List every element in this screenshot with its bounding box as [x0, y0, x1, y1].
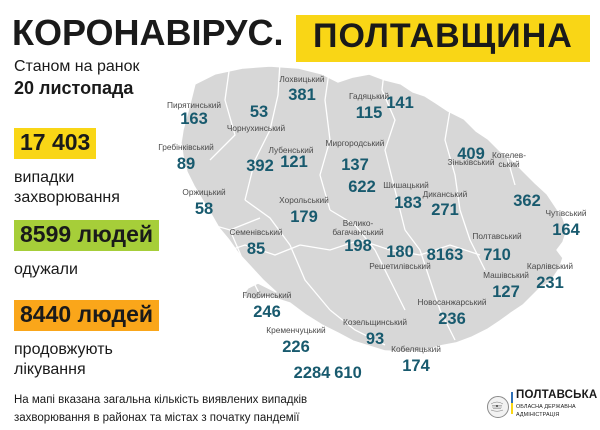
svg-text:610: 610	[334, 364, 362, 382]
svg-text:164: 164	[552, 221, 580, 239]
svg-text:179: 179	[290, 208, 318, 226]
svg-text:Гребінківський: Гребінківський	[158, 142, 214, 152]
svg-text:Полтавський: Полтавський	[472, 231, 522, 241]
svg-text:409: 409	[457, 145, 485, 163]
svg-text:Кобеляцький: Кобеляцький	[391, 344, 441, 354]
svg-text:362: 362	[513, 192, 541, 210]
svg-text:Козельщинський: Козельщинський	[343, 317, 407, 327]
svg-text:Машівський: Машівський	[483, 270, 529, 280]
svg-text:236: 236	[438, 310, 466, 328]
svg-text:8163: 8163	[427, 246, 464, 264]
svg-text:Семенівський: Семенівський	[229, 227, 282, 237]
svg-text:Чутівський: Чутівський	[545, 208, 586, 218]
svg-text:Кременчуцький: Кременчуцький	[266, 325, 326, 335]
svg-text:141: 141	[386, 94, 414, 112]
svg-text:89: 89	[177, 155, 195, 173]
svg-text:198: 198	[344, 237, 372, 255]
svg-text:93: 93	[366, 330, 384, 348]
svg-text:Миргородський: Миргородський	[326, 138, 385, 148]
svg-text:137: 137	[341, 156, 369, 174]
svg-text:Диканський: Диканський	[423, 189, 468, 199]
svg-text:2284: 2284	[294, 364, 332, 382]
svg-text:85: 85	[247, 240, 265, 258]
svg-text:ський: ський	[498, 159, 520, 169]
svg-text:53: 53	[250, 103, 268, 121]
svg-text:622: 622	[348, 178, 376, 196]
svg-text:246: 246	[253, 303, 281, 321]
svg-text:Лохвицький: Лохвицький	[279, 74, 324, 84]
svg-text:Гадяцький: Гадяцький	[349, 91, 389, 101]
svg-text:Пирятинський: Пирятинський	[167, 100, 221, 110]
svg-text:Карлівський: Карлівський	[527, 261, 574, 271]
svg-text:121: 121	[280, 153, 308, 171]
svg-text:Новосанжарський: Новосанжарський	[417, 297, 486, 307]
svg-text:226: 226	[282, 338, 310, 356]
svg-text:381: 381	[288, 86, 316, 104]
svg-text:115: 115	[356, 104, 383, 122]
svg-text:Решетилівський: Решетилівський	[369, 261, 431, 271]
svg-text:174: 174	[402, 357, 430, 375]
svg-text:231: 231	[536, 274, 564, 292]
svg-text:392: 392	[246, 157, 274, 175]
svg-text:58: 58	[195, 200, 213, 218]
svg-text:710: 710	[483, 246, 511, 264]
svg-text:Чорнухинський: Чорнухинський	[227, 123, 286, 133]
svg-text:163: 163	[180, 110, 208, 128]
svg-text:багачанський: багачанський	[332, 227, 384, 237]
svg-text:127: 127	[492, 283, 520, 301]
svg-text:180: 180	[386, 243, 414, 261]
svg-text:Оржицький: Оржицький	[182, 187, 226, 197]
svg-text:Хорольський: Хорольський	[279, 195, 329, 205]
svg-text:183: 183	[394, 194, 422, 212]
svg-text:Глобинський: Глобинський	[243, 290, 292, 300]
svg-text:271: 271	[431, 201, 459, 219]
